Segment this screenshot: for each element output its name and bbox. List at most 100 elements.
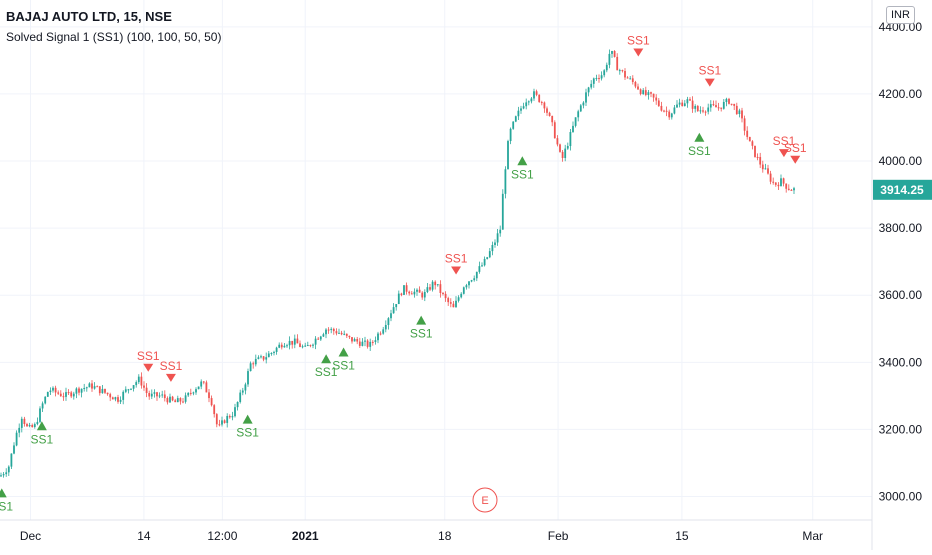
candle-body — [767, 168, 769, 174]
candle-body — [330, 328, 333, 330]
buy-signal[interactable]: SS1 — [688, 132, 711, 158]
candle-body — [486, 257, 489, 259]
time-tick-label: Dec — [20, 529, 41, 543]
candle-body — [70, 392, 73, 397]
candle-body — [111, 397, 114, 400]
signal-label: SS1 — [315, 365, 338, 379]
sell-signal[interactable]: SS1 — [137, 349, 160, 372]
candle-body — [189, 392, 192, 394]
buy-arrow-icon — [416, 315, 427, 325]
last-price-badge-bg — [873, 179, 932, 200]
candle-body — [65, 392, 67, 397]
candle-body — [382, 329, 385, 334]
candle-body — [572, 125, 574, 133]
candle-body — [286, 345, 288, 347]
candle-body — [353, 339, 356, 342]
candle-body — [410, 293, 413, 295]
buy-arrow-icon — [338, 347, 349, 357]
buy-signal[interactable]: SS1 — [315, 354, 338, 379]
candle-body — [665, 110, 668, 112]
indicator-title[interactable]: Solved Signal 1 (SS1) (100, 100, 50, 50) — [6, 29, 222, 44]
candle-body — [0, 475, 2, 477]
candle-body — [527, 101, 530, 103]
candle-body — [254, 358, 257, 365]
candle-body — [278, 344, 281, 348]
candle-body — [780, 178, 782, 187]
event-marker-label[interactable]: E — [481, 495, 488, 507]
price-tick-label: 3800.00 — [879, 221, 923, 235]
candle-body — [369, 341, 372, 347]
candle-body — [67, 392, 70, 394]
event-marker[interactable]: E — [472, 487, 498, 513]
symbol-title[interactable]: BAJAJ AUTO LTD, 15, NSE — [6, 9, 172, 24]
candle-body — [379, 333, 382, 335]
currency-button[interactable]: INR — [886, 6, 915, 24]
candle-body — [39, 408, 41, 422]
buy-signal[interactable]: SS1 — [0, 488, 13, 513]
candle-body — [31, 425, 34, 428]
candle-body — [574, 117, 577, 126]
candle-body — [707, 107, 710, 112]
candle-body — [148, 393, 151, 397]
sell-signal[interactable]: SS1 — [773, 134, 796, 158]
candle-body — [374, 340, 377, 342]
sell-signal[interactable]: SS1 — [445, 252, 468, 275]
candle-body — [109, 394, 112, 398]
candle-body — [270, 352, 273, 354]
candle-body — [135, 382, 138, 386]
buy-arrow-icon — [321, 354, 332, 364]
candle-body — [273, 351, 275, 353]
candle-body — [421, 292, 424, 298]
candle-body — [192, 392, 195, 394]
buy-signal[interactable]: SS1 — [236, 414, 259, 440]
candle-body — [332, 328, 335, 332]
candle-body — [452, 303, 455, 308]
candle-body — [10, 453, 13, 467]
candle-body — [163, 394, 166, 399]
candle-body — [647, 92, 650, 95]
sell-signal[interactable]: SS1 — [160, 359, 183, 382]
event-marker-circle[interactable] — [472, 487, 498, 513]
candle-body — [629, 78, 632, 80]
candle-body — [566, 146, 569, 149]
candle-body — [132, 385, 135, 389]
candle-body — [611, 50, 613, 54]
candle-body — [408, 291, 411, 294]
price-axis[interactable]: 3000.00 3200.00 3400.00 3600.00 3800.00 4000.… — [879, 20, 923, 504]
candle-body — [257, 357, 260, 359]
candle-body — [182, 401, 184, 403]
time-axis[interactable]: Dec 14 12:00 2021 18 Feb 15 Mar — [20, 529, 823, 543]
candle-body — [460, 293, 463, 298]
candle-body — [491, 244, 494, 252]
sell-signal[interactable]: SS1 — [698, 64, 721, 87]
buy-arrow-icon — [36, 421, 47, 431]
candle-body — [296, 338, 299, 344]
candle-body — [213, 405, 216, 415]
candle-body — [171, 396, 174, 401]
buy-signal[interactable]: SS1 — [332, 347, 355, 372]
price-tick-label: 3600.00 — [879, 288, 923, 302]
candle-body — [390, 313, 392, 319]
candle-body — [101, 388, 104, 394]
candle-body — [751, 141, 754, 146]
candle-body — [689, 99, 691, 101]
sell-signal[interactable]: SS1 — [627, 33, 650, 57]
buy-signal[interactable]: SS1 — [511, 156, 534, 181]
candle-body — [325, 329, 327, 335]
candle-body — [499, 229, 502, 234]
buy-signal[interactable]: SS1 — [31, 421, 54, 446]
candle-body — [704, 111, 707, 113]
candle-body — [293, 338, 296, 345]
candle-body — [299, 343, 301, 347]
signal-label: SS1 — [698, 64, 721, 78]
candle-body — [176, 398, 179, 403]
sell-signal[interactable]: SS1 — [784, 141, 807, 164]
signal-label: SS1 — [236, 426, 259, 440]
candle-body — [158, 395, 161, 397]
buy-signal[interactable]: SS1 — [410, 315, 433, 341]
grid — [0, 0, 872, 520]
candle-body — [592, 78, 595, 84]
candle-body — [187, 392, 190, 396]
